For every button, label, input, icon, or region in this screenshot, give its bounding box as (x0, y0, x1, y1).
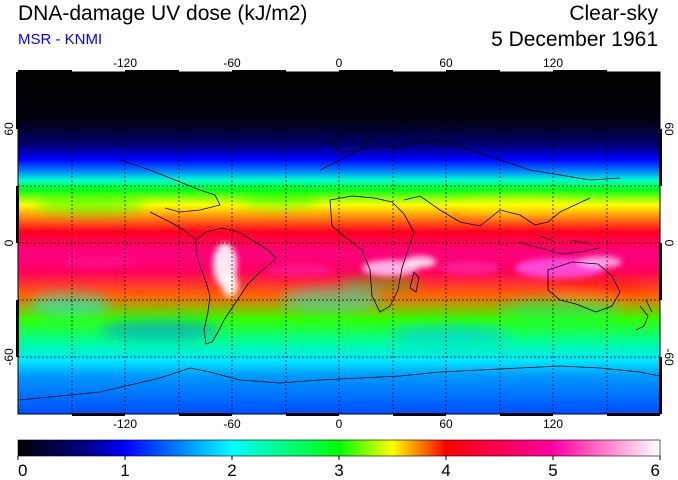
colorbar (17, 439, 661, 457)
lon-tick-bottom: 60 (439, 417, 453, 431)
lat-ticks-right: 60 0 -60 (662, 122, 676, 366)
lat-tick-left: -60 (2, 348, 16, 366)
coast-north-america (119, 159, 221, 213)
colorbar-tick-label: 5 (548, 461, 557, 480)
lon-tick-top: 120 (543, 56, 563, 70)
uv-hotspots (60, 243, 622, 297)
colorbar-ticks: 0 1 2 3 4 5 6 (17, 456, 661, 480)
frame-right-bar (659, 129, 662, 414)
lat-tick-right: 60 (662, 122, 676, 136)
uv-field-texture (30, 192, 645, 345)
coast-australia (547, 261, 621, 313)
lat-tick-right: 0 (662, 240, 676, 247)
coast-greenland (329, 129, 371, 153)
coast-arabia-asia (403, 195, 591, 227)
lon-tick-top: -60 (223, 56, 241, 70)
frame-bottom-bar (72, 413, 660, 416)
coast-central-america (149, 211, 197, 241)
map-frame (16, 70, 662, 416)
coast-new-zealand (635, 299, 653, 331)
graticule (18, 72, 660, 414)
colorbar-tick-label: 4 (441, 461, 450, 480)
lat-ticks-left: 60 0 -60 (2, 122, 16, 366)
lat-tick-left: 0 (2, 239, 16, 246)
frame-top-bar (18, 70, 607, 73)
frame-left-bar (16, 72, 19, 357)
coast-africa (329, 195, 415, 313)
chart-title: DNA-damage UV dose (kJ/m2) (18, 2, 308, 25)
lon-tick-bottom: 120 (543, 417, 563, 431)
colorbar-tick-label: 1 (120, 461, 129, 480)
colorbar-tick-label: 6 (651, 461, 660, 480)
credit-label: MSR - KNMI (18, 31, 103, 48)
sky-mode-label: Clear-sky (569, 2, 658, 25)
coastlines (19, 129, 660, 401)
lon-tick-bottom: -120 (113, 417, 137, 431)
colorbar-tick-label: 2 (227, 461, 236, 480)
lon-tick-top: 60 (439, 56, 453, 70)
lon-tick-bottom: 0 (336, 417, 343, 431)
lat-tick-left: 60 (2, 122, 16, 136)
lon-tick-bottom: -60 (223, 417, 241, 431)
coast-madagascar (409, 271, 420, 293)
colorbar-tick-label: 0 (18, 461, 27, 480)
uv-field (18, 72, 660, 414)
lat-tick-right: -60 (662, 348, 676, 366)
lon-tick-top: -120 (113, 56, 137, 70)
coast-antarctica (19, 365, 660, 401)
lon-ticks-bottom: -120 -60 0 60 120 (113, 417, 563, 431)
colorbar-tick-label: 3 (334, 461, 343, 480)
date-label: 5 December 1961 (491, 28, 658, 51)
lon-ticks-top: -120 -60 0 60 120 (113, 56, 563, 70)
lon-tick-top: 0 (336, 56, 343, 70)
